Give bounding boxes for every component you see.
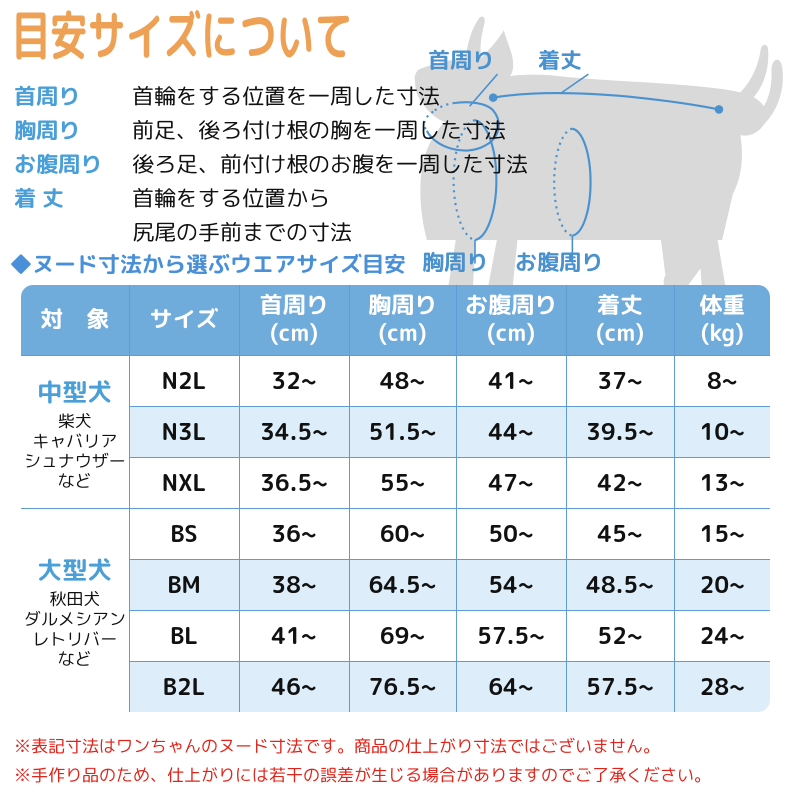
svg-text:胸周り: 胸周り (422, 247, 488, 278)
svg-text:お腹周り: お腹周り (515, 247, 603, 278)
svg-text:着丈: 着丈 (538, 45, 582, 76)
svg-text:首周り: 首周り (428, 45, 494, 76)
